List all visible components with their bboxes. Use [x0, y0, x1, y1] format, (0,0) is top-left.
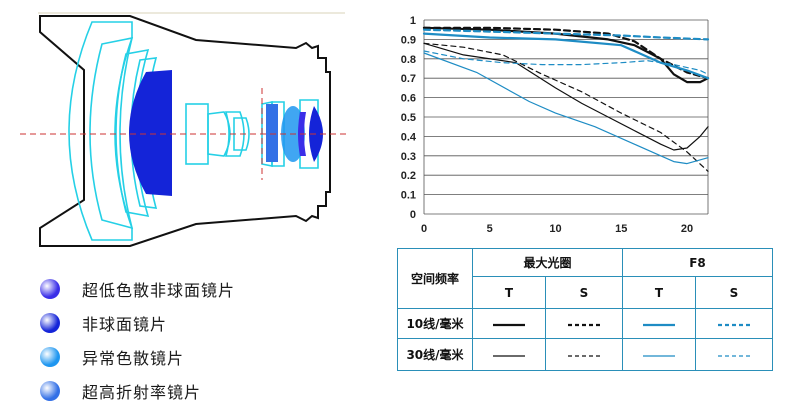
line-sample-cell	[695, 338, 773, 371]
legend-dot-icon	[40, 381, 60, 401]
line-sample	[643, 323, 675, 326]
line-style-legend-table: 空间频率 最大光圈 F8 T S T S 10线/毫米 30线/毫米	[397, 248, 773, 371]
y-tick-label: 0.3	[401, 151, 416, 163]
mtf-series-line-5	[422, 28, 710, 41]
chart-tick-labels: 00.10.20.30.40.50.60.70.80.910 5 10 15 20	[401, 15, 693, 235]
col-s-f8: S	[695, 276, 773, 309]
x-tick-label: 5	[487, 223, 493, 235]
mtf-series-line-1	[422, 26, 710, 80]
lens-cross-section-diagram	[20, 12, 350, 247]
legend-item-aspheric: 非球面镜片	[40, 306, 320, 340]
x-tick-label: 0	[421, 223, 427, 235]
legend-item-anomalous-dispersion: 异常色散镜片	[40, 340, 320, 374]
line-sample-cell	[695, 308, 773, 339]
y-tick-label: 0.1	[401, 190, 416, 202]
line-sample-cell	[545, 308, 623, 339]
line-sample	[493, 323, 525, 326]
mtf-series-line-2	[423, 42, 709, 151]
legend-label: 非球面镜片	[82, 315, 168, 334]
legend-item-ultra-high-refraction: 超高折射率镜片	[40, 374, 320, 408]
y-tick-label: 0.7	[401, 73, 416, 85]
legend-dot-icon	[40, 313, 60, 333]
mtf-series-line-0	[422, 26, 710, 84]
aspheric-element-small	[309, 106, 323, 162]
mtf-series-line-3	[423, 42, 709, 172]
legend-dot-icon	[40, 279, 60, 299]
y-tick-label: 0	[410, 209, 416, 221]
mtf-chart: 00.10.20.30.40.50.60.70.80.910 5 10 15 20	[401, 15, 710, 235]
max-aperture-header: 最大光圈	[472, 248, 623, 277]
y-tick-label: 0.9	[401, 34, 416, 46]
lens-element-legend: 超低色散非球面镜片 非球面镜片 异常色散镜片 超高折射率镜片	[40, 272, 320, 408]
col-t-max: T	[472, 276, 546, 309]
x-tick-label: 15	[615, 223, 627, 235]
y-tick-label: 0.8	[401, 54, 416, 66]
line-sample	[643, 354, 675, 357]
col-t-f8: T	[622, 276, 696, 309]
legend-item-ultra-low-dispersion-aspheric: 超低色散非球面镜片	[40, 272, 320, 306]
x-tick-label: 10	[549, 223, 561, 235]
y-tick-label: 0.2	[401, 170, 416, 182]
f8-header: F8	[622, 248, 773, 277]
x-tick-label: 20	[681, 223, 693, 235]
chart-series	[422, 26, 710, 172]
lens-barrel-outline	[39, 15, 331, 247]
line-sample-cell	[472, 338, 546, 371]
legend-label: 超低色散非球面镜片	[82, 281, 236, 300]
line-sample-cell	[472, 308, 546, 339]
line-sample	[568, 323, 600, 326]
legend-dot-icon	[40, 347, 60, 367]
chart-axes	[423, 20, 709, 214]
row-label-10: 10线/毫米	[397, 308, 473, 339]
line-sample	[718, 323, 750, 326]
line-sample	[568, 354, 600, 357]
aspheric-element-large	[129, 70, 172, 196]
mtf-series-line-4	[422, 32, 710, 80]
row-label-30: 30线/毫米	[397, 338, 473, 371]
y-tick-label: 0.6	[401, 93, 416, 105]
line-sample	[493, 354, 525, 357]
line-sample	[718, 354, 750, 357]
legend-label: 异常色散镜片	[82, 349, 185, 368]
mtf-series-line-6	[423, 52, 709, 165]
legend-label: 超高折射率镜片	[82, 383, 202, 402]
front-element-group	[68, 21, 319, 241]
ultra-high-refraction-element	[266, 104, 278, 162]
line-sample-cell	[545, 338, 623, 371]
mtf-series-line-7	[423, 50, 709, 75]
spatial-frequency-header: 空间频率	[397, 248, 473, 309]
y-tick-label: 0.5	[401, 112, 416, 124]
line-sample-cell	[622, 338, 696, 371]
line-sample-cell	[622, 308, 696, 339]
y-tick-label: 1	[410, 15, 416, 27]
y-tick-label: 0.4	[401, 131, 417, 143]
col-s-max: S	[545, 276, 623, 309]
